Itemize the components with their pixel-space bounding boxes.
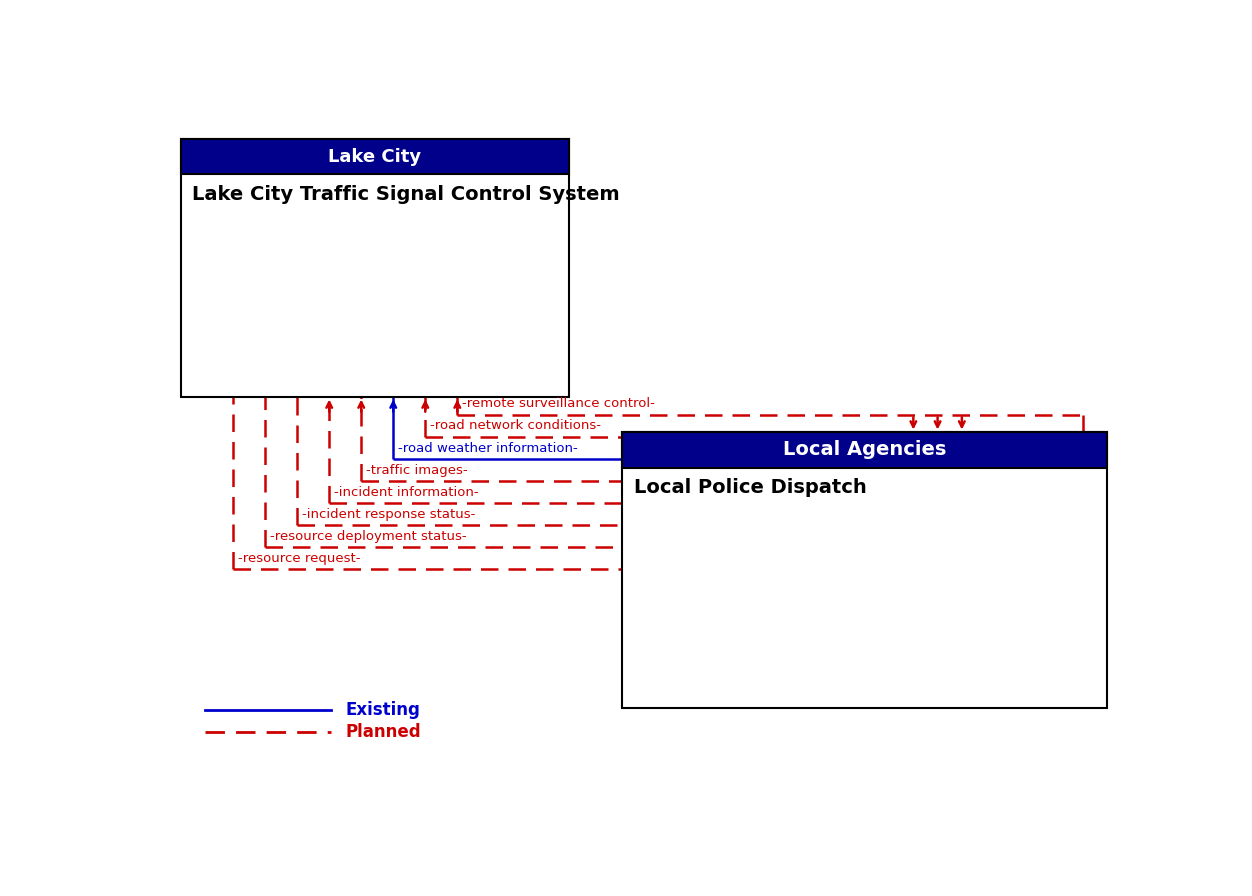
Bar [622, 432, 1107, 708]
Text: -remote surveillance control-: -remote surveillance control- [462, 398, 655, 410]
Text: -resource request-: -resource request- [238, 552, 361, 565]
Text: -road network conditions-: -road network conditions- [431, 419, 601, 433]
Text: -incident information-: -incident information- [334, 486, 478, 499]
Bar [622, 432, 1107, 468]
Text: -incident response status-: -incident response status- [302, 508, 476, 521]
Text: Existing: Existing [346, 701, 421, 719]
Text: Planned: Planned [346, 723, 422, 741]
Text: -resource deployment status-: -resource deployment status- [270, 530, 467, 543]
Text: Local Agencies: Local Agencies [784, 440, 947, 460]
Bar [180, 139, 568, 397]
Text: Lake City Traffic Signal Control System: Lake City Traffic Signal Control System [193, 185, 620, 203]
Text: Lake City: Lake City [328, 148, 422, 166]
Text: -road weather information-: -road weather information- [398, 442, 578, 454]
Text: -traffic images-: -traffic images- [366, 463, 468, 477]
Text: Local Police Dispatch: Local Police Dispatch [634, 478, 866, 497]
Bar [180, 139, 568, 175]
